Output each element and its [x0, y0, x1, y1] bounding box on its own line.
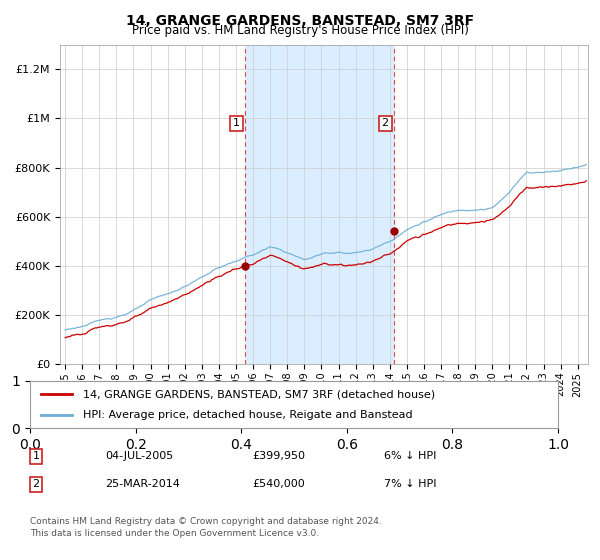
- Text: 6% ↓ HPI: 6% ↓ HPI: [384, 451, 436, 461]
- Text: 25-MAR-2014: 25-MAR-2014: [105, 479, 180, 489]
- Text: 2: 2: [382, 118, 389, 128]
- Text: Price paid vs. HM Land Registry's House Price Index (HPI): Price paid vs. HM Land Registry's House …: [131, 24, 469, 37]
- Text: 1: 1: [233, 118, 240, 128]
- Text: HPI: Average price, detached house, Reigate and Banstead: HPI: Average price, detached house, Reig…: [83, 410, 412, 420]
- Text: £399,950: £399,950: [252, 451, 305, 461]
- Text: 7% ↓ HPI: 7% ↓ HPI: [384, 479, 437, 489]
- Text: £540,000: £540,000: [252, 479, 305, 489]
- Text: 14, GRANGE GARDENS, BANSTEAD, SM7 3RF (detached house): 14, GRANGE GARDENS, BANSTEAD, SM7 3RF (d…: [83, 389, 435, 399]
- Text: Contains HM Land Registry data © Crown copyright and database right 2024.: Contains HM Land Registry data © Crown c…: [30, 517, 382, 526]
- Text: 04-JUL-2005: 04-JUL-2005: [105, 451, 173, 461]
- Text: 14, GRANGE GARDENS, BANSTEAD, SM7 3RF: 14, GRANGE GARDENS, BANSTEAD, SM7 3RF: [126, 14, 474, 28]
- Text: 1: 1: [32, 451, 40, 461]
- Bar: [245, 45, 394, 364]
- Text: 2: 2: [32, 479, 40, 489]
- Text: This data is licensed under the Open Government Licence v3.0.: This data is licensed under the Open Gov…: [30, 529, 319, 538]
